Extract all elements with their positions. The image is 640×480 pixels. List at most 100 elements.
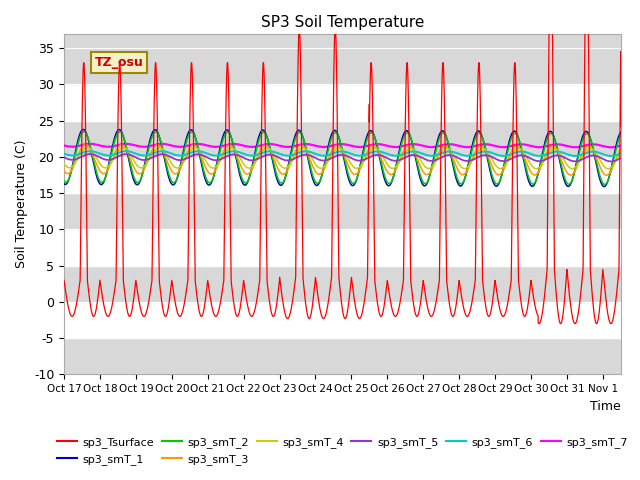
sp3_smT_3 bbox=[460, 172, 467, 178]
sp3_smT_5 bbox=[228, 152, 236, 157]
sp3_smT_6 bbox=[102, 153, 110, 158]
sp3_Tsurface bbox=[102, 311, 110, 317]
sp3_smT_5 bbox=[568, 158, 576, 164]
sp3_smT_4 bbox=[460, 166, 467, 171]
sp3_smT_3 bbox=[207, 171, 215, 177]
Line: sp3_smT_5: sp3_smT_5 bbox=[64, 154, 621, 161]
sp3_smT_2 bbox=[601, 181, 609, 187]
Line: sp3_smT_7: sp3_smT_7 bbox=[64, 144, 621, 147]
sp3_smT_2 bbox=[207, 179, 215, 184]
sp3_smT_4 bbox=[228, 145, 236, 151]
Bar bbox=[64, 84, 621, 120]
sp3_smT_2 bbox=[228, 136, 236, 142]
sp3_smT_5 bbox=[460, 157, 467, 163]
sp3_Tsurface bbox=[60, 277, 68, 283]
sp3_smT_6 bbox=[86, 148, 94, 154]
sp3_smT_3 bbox=[228, 144, 236, 149]
sp3_smT_7 bbox=[60, 143, 68, 148]
sp3_smT_7 bbox=[228, 141, 236, 147]
sp3_smT_2 bbox=[568, 177, 576, 183]
sp3_smT_3 bbox=[102, 169, 110, 175]
sp3_smT_3 bbox=[603, 172, 611, 178]
Legend: sp3_Tsurface, sp3_smT_1, sp3_smT_2, sp3_smT_3, sp3_smT_4, sp3_smT_5, sp3_smT_6, : sp3_Tsurface, sp3_smT_1, sp3_smT_2, sp3_… bbox=[52, 433, 632, 469]
Bar bbox=[64, 48, 621, 84]
sp3_smT_5 bbox=[60, 155, 68, 160]
Bar bbox=[64, 338, 621, 374]
sp3_smT_6 bbox=[568, 153, 576, 158]
sp3_smT_4 bbox=[568, 166, 576, 172]
sp3_smT_6 bbox=[60, 151, 68, 156]
Text: TZ_osu: TZ_osu bbox=[95, 56, 143, 69]
sp3_smT_1 bbox=[568, 177, 576, 183]
sp3_smT_6 bbox=[617, 151, 625, 156]
Bar bbox=[64, 265, 621, 302]
sp3_smT_5 bbox=[617, 155, 625, 161]
sp3_smT_6 bbox=[207, 152, 215, 158]
Bar bbox=[64, 193, 621, 229]
Bar bbox=[64, 302, 621, 338]
sp3_smT_6 bbox=[460, 152, 467, 158]
sp3_Tsurface bbox=[228, 282, 236, 288]
Bar bbox=[64, 120, 621, 157]
sp3_smT_1 bbox=[79, 127, 87, 132]
sp3_smT_1 bbox=[460, 180, 467, 186]
sp3_smT_2 bbox=[517, 144, 525, 150]
sp3_smT_7 bbox=[207, 144, 215, 149]
sp3_smT_3 bbox=[517, 147, 525, 153]
sp3_smT_3 bbox=[568, 171, 576, 177]
sp3_smT_5 bbox=[517, 153, 525, 158]
Line: sp3_smT_4: sp3_smT_4 bbox=[64, 147, 621, 169]
Line: sp3_Tsurface: sp3_Tsurface bbox=[64, 0, 621, 324]
sp3_smT_4 bbox=[83, 144, 91, 150]
sp3_smT_1 bbox=[60, 181, 68, 187]
sp3_Tsurface bbox=[207, 301, 215, 307]
sp3_smT_7 bbox=[86, 141, 94, 147]
X-axis label: Time: Time bbox=[590, 400, 621, 413]
sp3_smT_1 bbox=[600, 184, 608, 190]
sp3_smT_4 bbox=[517, 147, 525, 153]
sp3_smT_1 bbox=[228, 136, 236, 142]
sp3_Tsurface bbox=[459, 302, 467, 308]
sp3_smT_4 bbox=[207, 165, 215, 170]
sp3_smT_3 bbox=[617, 146, 625, 152]
sp3_Tsurface bbox=[517, 300, 525, 306]
sp3_smT_4 bbox=[604, 166, 612, 172]
sp3_smT_6 bbox=[517, 149, 525, 155]
Line: sp3_smT_2: sp3_smT_2 bbox=[64, 132, 621, 184]
Title: SP3 Soil Temperature: SP3 Soil Temperature bbox=[260, 15, 424, 30]
sp3_smT_3 bbox=[82, 142, 90, 147]
sp3_smT_1 bbox=[617, 130, 625, 135]
Line: sp3_smT_1: sp3_smT_1 bbox=[64, 130, 621, 187]
sp3_Tsurface bbox=[535, 321, 543, 326]
Y-axis label: Soil Temperature (C): Soil Temperature (C) bbox=[15, 140, 28, 268]
sp3_smT_1 bbox=[517, 146, 525, 152]
sp3_Tsurface bbox=[617, 123, 625, 129]
sp3_smT_7 bbox=[617, 143, 625, 148]
sp3_smT_2 bbox=[617, 132, 625, 138]
sp3_smT_7 bbox=[607, 144, 615, 150]
sp3_smT_6 bbox=[228, 148, 236, 154]
sp3_smT_7 bbox=[102, 144, 110, 150]
sp3_smT_7 bbox=[517, 142, 525, 147]
Line: sp3_smT_3: sp3_smT_3 bbox=[64, 144, 621, 175]
sp3_smT_2 bbox=[460, 180, 467, 185]
sp3_smT_2 bbox=[60, 178, 68, 184]
sp3_smT_4 bbox=[102, 165, 110, 170]
sp3_smT_5 bbox=[607, 158, 615, 164]
sp3_smT_4 bbox=[617, 150, 625, 156]
sp3_smT_2 bbox=[102, 172, 110, 178]
sp3_smT_5 bbox=[207, 156, 215, 162]
sp3_smT_4 bbox=[60, 161, 68, 167]
sp3_smT_5 bbox=[102, 157, 110, 163]
Line: sp3_smT_6: sp3_smT_6 bbox=[64, 151, 621, 156]
sp3_Tsurface bbox=[568, 313, 576, 319]
sp3_smT_1 bbox=[102, 172, 110, 178]
Bar bbox=[64, 157, 621, 193]
sp3_smT_5 bbox=[86, 151, 94, 157]
sp3_smT_6 bbox=[607, 153, 615, 159]
sp3_smT_3 bbox=[60, 168, 68, 174]
sp3_smT_1 bbox=[207, 180, 215, 185]
sp3_smT_7 bbox=[568, 144, 576, 150]
sp3_smT_2 bbox=[80, 129, 88, 134]
Bar bbox=[64, 229, 621, 265]
